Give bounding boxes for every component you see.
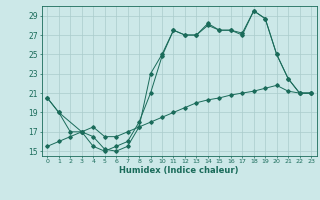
- X-axis label: Humidex (Indice chaleur): Humidex (Indice chaleur): [119, 166, 239, 175]
